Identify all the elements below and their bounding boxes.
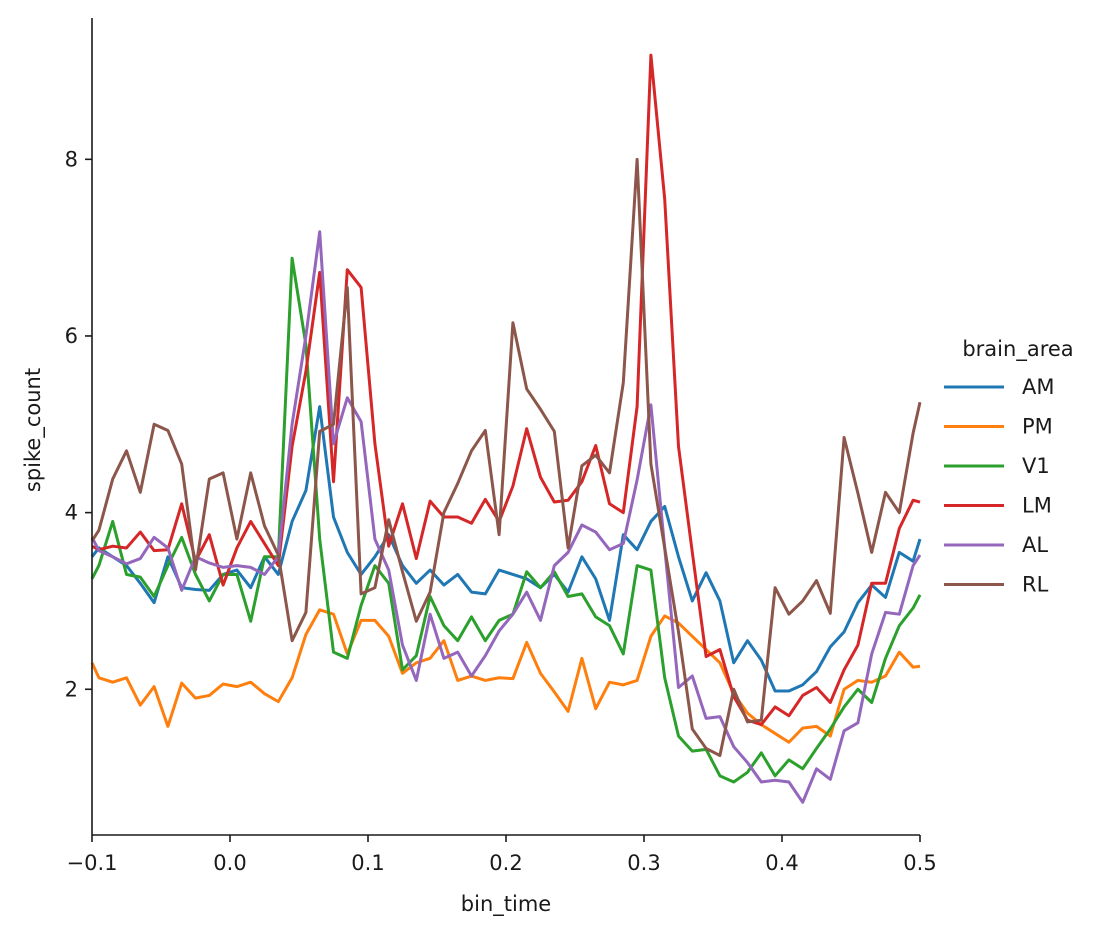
series-line-al <box>90 230 922 804</box>
x-tick-label: 0.3 <box>627 851 660 875</box>
plot-lines <box>90 53 922 804</box>
legend-title: brain_area <box>962 337 1073 362</box>
legend-label-v1: V1 <box>1022 454 1050 478</box>
x-tick-label: 0.1 <box>351 851 384 875</box>
legend: brain_area AM PM V1 LM AL RL <box>944 337 1074 597</box>
series-line-rl <box>90 157 922 758</box>
x-tick-label: 0.4 <box>765 851 798 875</box>
legend-label-al: AL <box>1022 533 1048 557</box>
x-tick-label: 0.2 <box>489 851 522 875</box>
x-tick-label: −0.1 <box>67 851 118 875</box>
x-axis-ticks: −0.1 0.0 0.1 0.2 0.3 0.4 0.5 <box>67 835 937 875</box>
legend-label-rl: RL <box>1022 573 1049 597</box>
y-axis-ticks: 2 4 6 8 <box>65 147 92 701</box>
legend-label-am: AM <box>1022 375 1054 399</box>
x-tick-label: 0.0 <box>213 851 246 875</box>
series-line-lm <box>91 53 921 727</box>
y-tick-label: 8 <box>65 147 78 171</box>
series-line-v1 <box>90 256 922 784</box>
legend-label-lm: LM <box>1022 494 1052 518</box>
y-tick-label: 2 <box>65 677 78 701</box>
y-axis-label: spike_count <box>21 368 46 492</box>
y-tick-label: 6 <box>65 324 78 348</box>
legend-label-pm: PM <box>1022 415 1053 439</box>
x-tick-label: 0.5 <box>903 851 936 875</box>
x-axis-label: bin_time <box>461 892 551 917</box>
y-tick-label: 4 <box>65 501 78 525</box>
series-line-pm <box>90 608 921 744</box>
